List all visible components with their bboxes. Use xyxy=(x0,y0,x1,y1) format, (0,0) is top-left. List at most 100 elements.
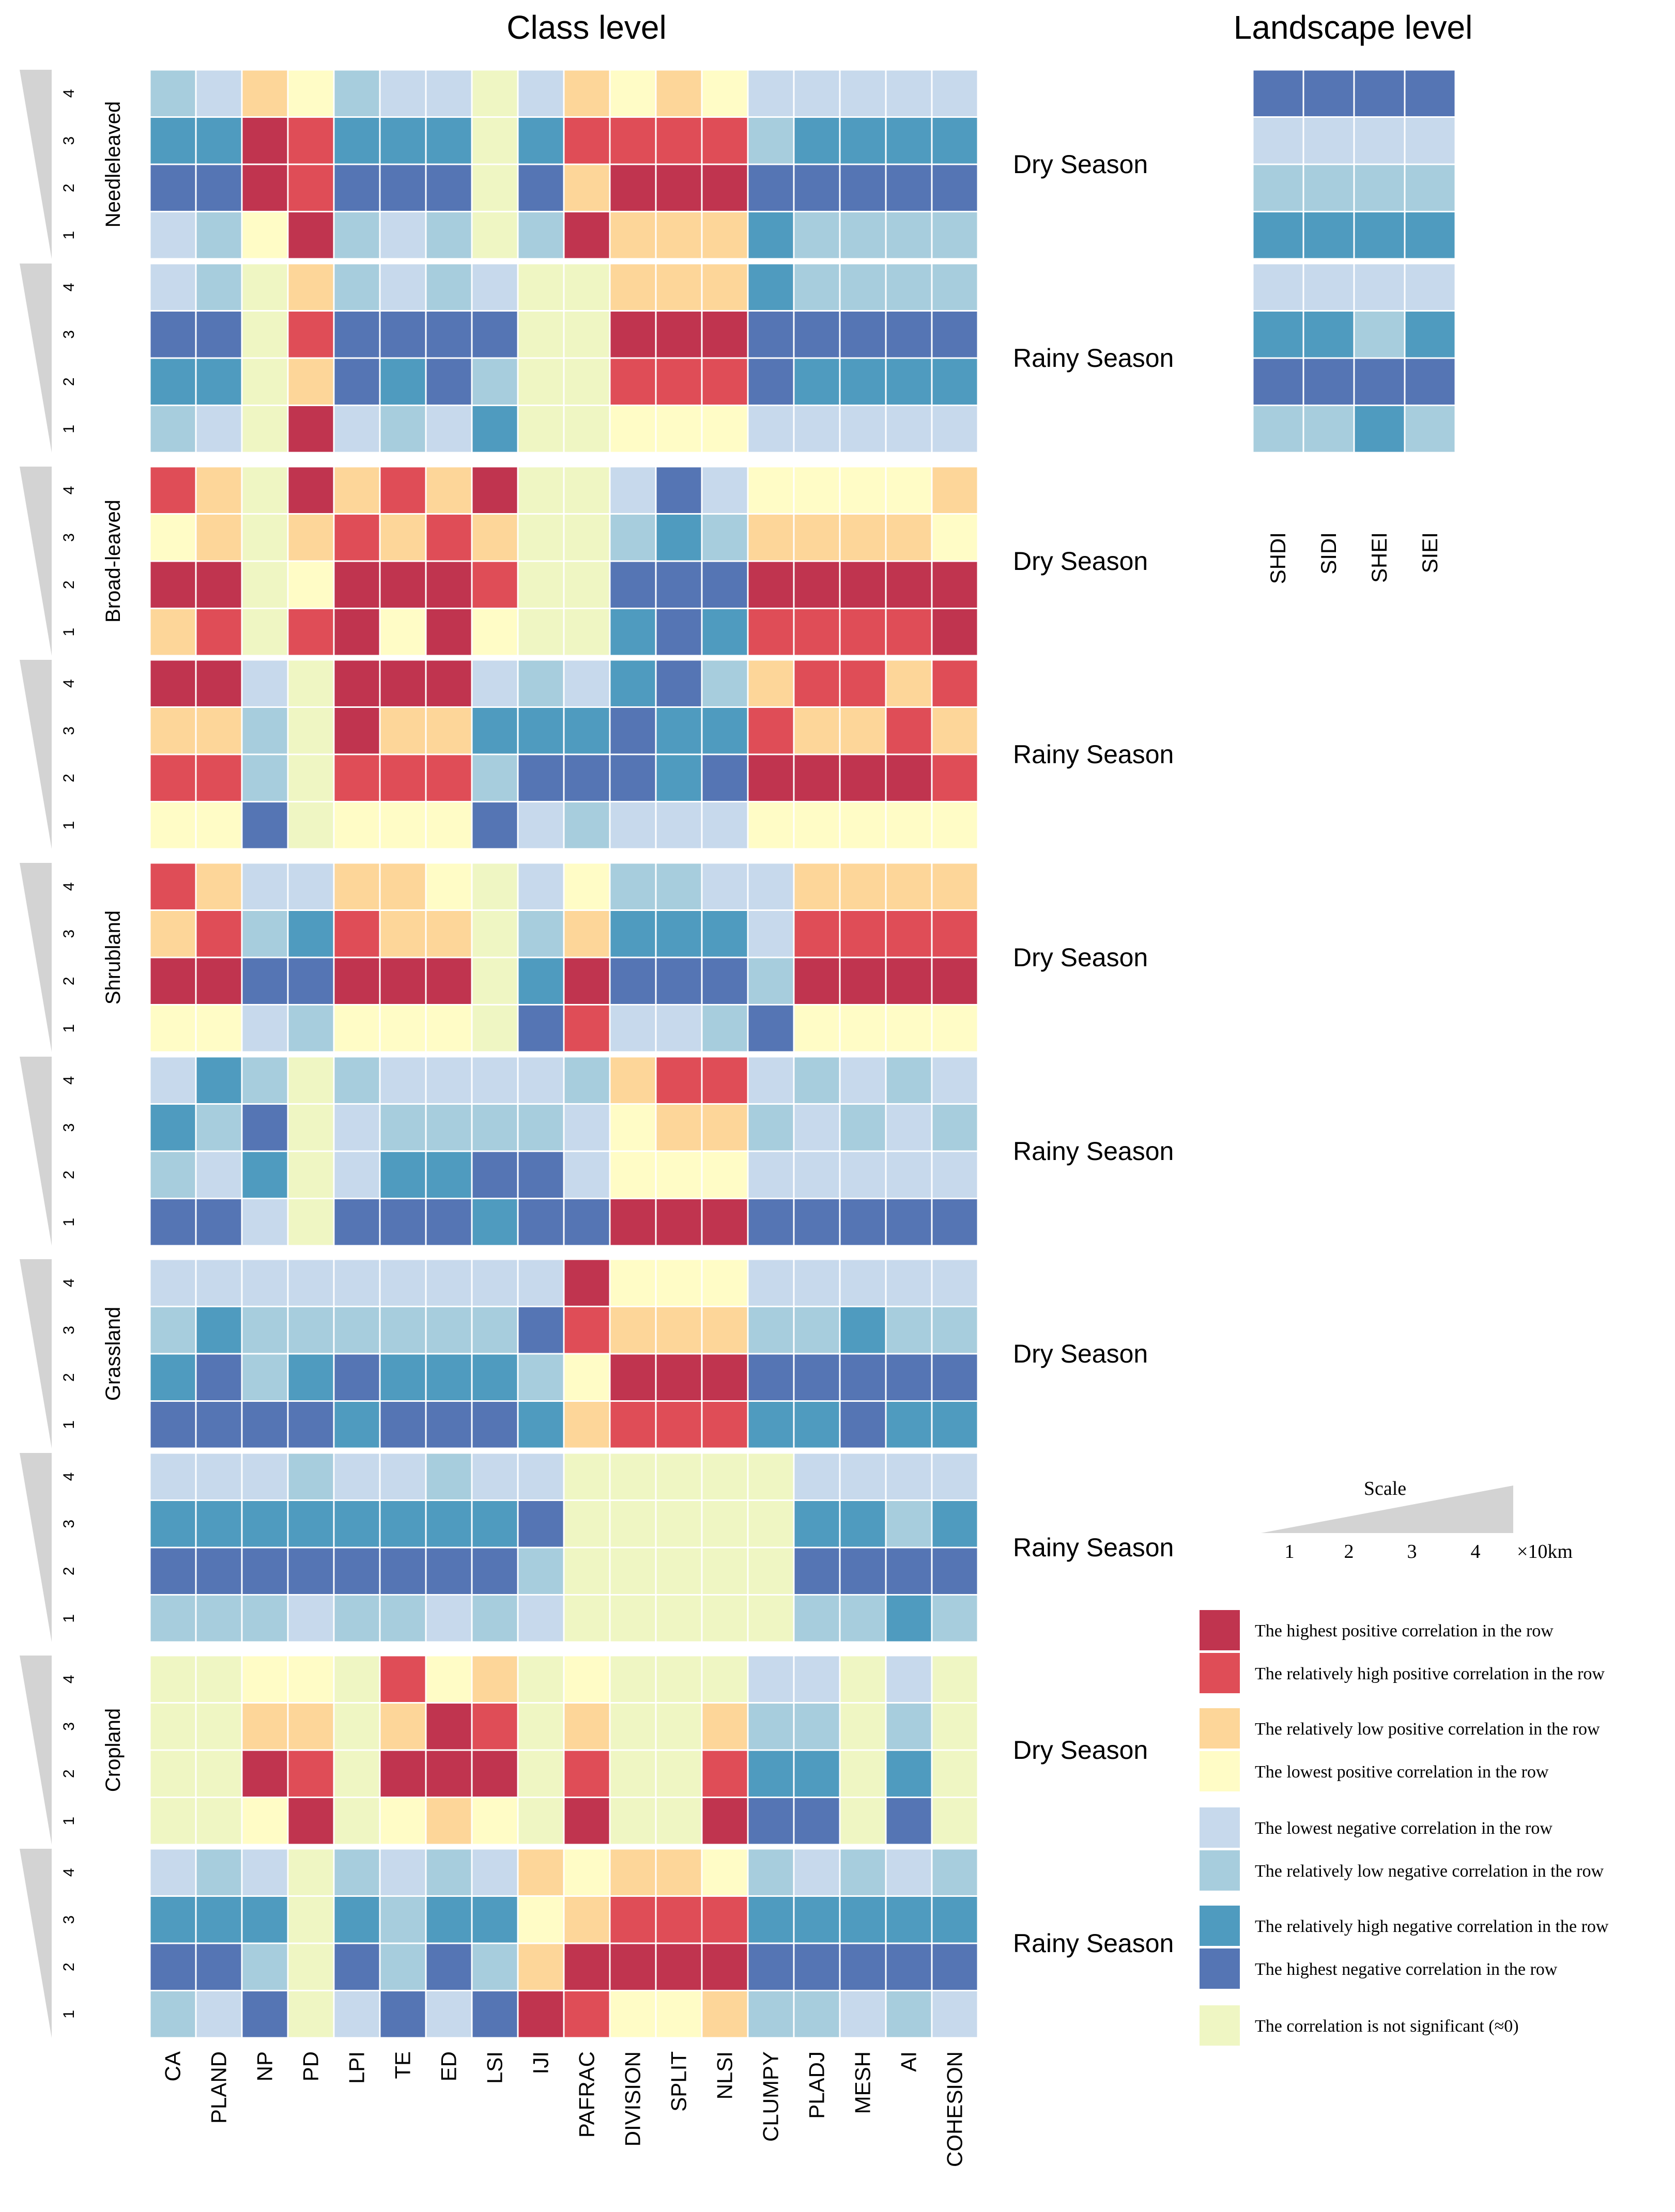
heatmap-cell xyxy=(793,909,841,958)
legend-label: The relatively low positive correlation … xyxy=(1255,1720,1600,1739)
heatmap-cell xyxy=(241,163,289,212)
heatmap-cell xyxy=(333,1749,381,1798)
heatmap-cell xyxy=(517,1056,565,1105)
heatmap-cell xyxy=(287,1150,335,1199)
heatmap-cell xyxy=(931,1594,979,1643)
heatmap-cell xyxy=(471,163,519,212)
heatmap-cell xyxy=(425,956,473,1006)
heatmap-cell xyxy=(747,262,795,312)
heatmap-cell xyxy=(287,405,335,454)
heatmap-cell xyxy=(195,1749,243,1798)
heatmap-cell xyxy=(195,1895,243,1944)
heatmap-cell xyxy=(425,1004,473,1053)
heatmap-cell xyxy=(609,608,657,657)
landscape-heatmap-cell xyxy=(1252,116,1304,165)
heatmap-cell xyxy=(149,608,197,657)
heatmap-cell xyxy=(931,262,979,312)
season-label: Dry Season xyxy=(1013,1736,1148,1765)
heatmap-cell xyxy=(471,1452,519,1501)
heatmap-cell xyxy=(333,1452,381,1501)
heatmap-cell xyxy=(287,357,335,406)
heatmap-cell xyxy=(287,211,335,260)
heatmap-cell xyxy=(195,560,243,609)
heatmap-cell xyxy=(609,1848,657,1897)
heatmap-cell xyxy=(195,513,243,562)
heatmap-cell xyxy=(149,862,197,911)
season-label: Dry Season xyxy=(1013,150,1148,179)
scale-triangle xyxy=(20,863,52,1052)
heatmap-cell xyxy=(885,1306,933,1355)
heatmap-cell xyxy=(609,1499,657,1549)
landscape-metric-label-shdi: SHDI xyxy=(1266,532,1290,584)
heatmap-cell xyxy=(287,1797,335,1846)
heatmap-cell xyxy=(379,1056,427,1105)
heatmap-cell xyxy=(609,163,657,212)
heatmap-cell xyxy=(517,1004,565,1053)
metric-label-te: TE xyxy=(391,2051,415,2079)
heatmap-cell xyxy=(701,801,749,850)
heatmap-cell xyxy=(701,1056,749,1105)
metric-label-pd: PD xyxy=(299,2051,323,2081)
heatmap-cell xyxy=(885,608,933,657)
heatmap-cell xyxy=(747,310,795,359)
heatmap-cell xyxy=(793,1749,841,1798)
heatmap-cell xyxy=(563,1848,611,1897)
heatmap-cell xyxy=(701,513,749,562)
heatmap-cell xyxy=(241,909,289,958)
heatmap-cell xyxy=(885,69,933,118)
heatmap-cell xyxy=(839,560,887,609)
heatmap-cell xyxy=(701,1702,749,1751)
metric-label-lpi: LPI xyxy=(345,2051,369,2084)
heatmap-cell xyxy=(839,1452,887,1501)
heatmap-cell xyxy=(241,1499,289,1549)
heatmap-cell xyxy=(609,1004,657,1053)
heatmap-cell xyxy=(241,1056,289,1105)
heatmap-cell xyxy=(563,405,611,454)
heatmap-cell xyxy=(379,1150,427,1199)
heatmap-cell xyxy=(241,310,289,359)
heatmap-cell xyxy=(839,405,887,454)
heatmap-cell xyxy=(793,1004,841,1053)
season-label: Rainy Season xyxy=(1013,1929,1174,1958)
heatmap-cell xyxy=(471,1990,519,2039)
heatmap-cell xyxy=(747,801,795,850)
heatmap-cell xyxy=(379,513,427,562)
legend-swatch-n3 xyxy=(1198,1905,1241,1947)
heatmap-cell xyxy=(149,659,197,708)
heatmap-cell xyxy=(517,1797,565,1846)
heatmap-cell xyxy=(885,706,933,755)
heatmap-cell xyxy=(287,1452,335,1501)
heatmap-cell xyxy=(425,466,473,515)
heatmap-cell xyxy=(425,1306,473,1355)
heatmap-cell xyxy=(333,1499,381,1549)
heatmap-cell xyxy=(609,1702,657,1751)
heatmap-cell xyxy=(885,1749,933,1798)
legend-label: The relatively high positive correlation… xyxy=(1255,1664,1605,1683)
scale-tick-label: 3 xyxy=(60,726,78,735)
heatmap-cell xyxy=(793,659,841,708)
heatmap-cell xyxy=(379,1198,427,1247)
metric-label-pafrac: PAFRAC xyxy=(575,2051,599,2138)
heatmap-cell xyxy=(517,1198,565,1247)
landscape-heatmap-cell xyxy=(1404,262,1456,312)
scale-tick-label: 4 xyxy=(60,1472,78,1481)
landscape-metric-label-siei: SIEI xyxy=(1418,532,1442,573)
heatmap-cell xyxy=(655,1654,703,1704)
heatmap-cell xyxy=(425,1797,473,1846)
heatmap-cell xyxy=(517,1702,565,1751)
heatmap-cell xyxy=(333,560,381,609)
scale-tick-label: 3 xyxy=(60,1326,78,1335)
heatmap-cell xyxy=(931,1499,979,1549)
heatmap-cell xyxy=(517,1895,565,1944)
scale-tick-label: 3 xyxy=(60,1722,78,1731)
heatmap-cell xyxy=(793,1150,841,1199)
heatmap-cell xyxy=(931,69,979,118)
heatmap-cell xyxy=(287,466,335,515)
heatmap-cell xyxy=(471,1353,519,1402)
heatmap-cell xyxy=(839,262,887,312)
heatmap-cell xyxy=(333,1353,381,1402)
heatmap-cell xyxy=(241,1150,289,1199)
heatmap-cell xyxy=(379,862,427,911)
heatmap-cell xyxy=(747,1452,795,1501)
heatmap-cell xyxy=(609,1056,657,1105)
